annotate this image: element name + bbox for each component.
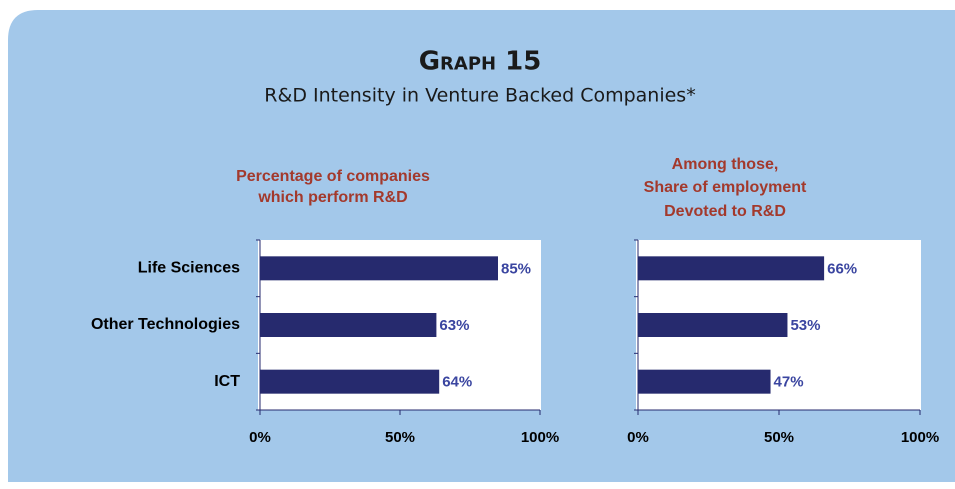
chart-title: Among those,	[672, 156, 779, 173]
x-tick-label: 100%	[521, 429, 559, 446]
bar	[638, 313, 788, 337]
value-label: 47%	[774, 374, 804, 391]
bar	[638, 369, 771, 394]
value-label: 53%	[790, 317, 820, 334]
chart-title: Devoted to R&D	[664, 203, 786, 220]
chart-title: Percentage of companies	[236, 168, 430, 185]
chart-title: which perform R&D	[257, 189, 407, 206]
y-tick-label: Life Sciences	[138, 260, 240, 277]
y-tick-label: ICT	[214, 373, 240, 390]
value-label: 63%	[439, 317, 469, 334]
value-label: 64%	[442, 374, 472, 391]
x-tick-label: 50%	[385, 429, 415, 446]
y-tick-label: Other Technologies	[91, 316, 240, 333]
value-label: 85%	[501, 260, 531, 277]
x-tick-label: 50%	[764, 429, 794, 446]
bar	[260, 256, 498, 281]
chart-title: Share of employment	[644, 179, 807, 196]
x-tick-label: 0%	[627, 429, 649, 446]
value-label: 66%	[827, 260, 857, 277]
bar	[260, 369, 440, 394]
bar	[638, 256, 825, 281]
page-title: Graph 15	[419, 47, 542, 77]
bar	[260, 313, 437, 337]
page-subtitle: R&D Intensity in Venture Backed Companie…	[264, 85, 695, 107]
x-tick-label: 100%	[901, 429, 939, 446]
x-tick-label: 0%	[249, 429, 271, 446]
